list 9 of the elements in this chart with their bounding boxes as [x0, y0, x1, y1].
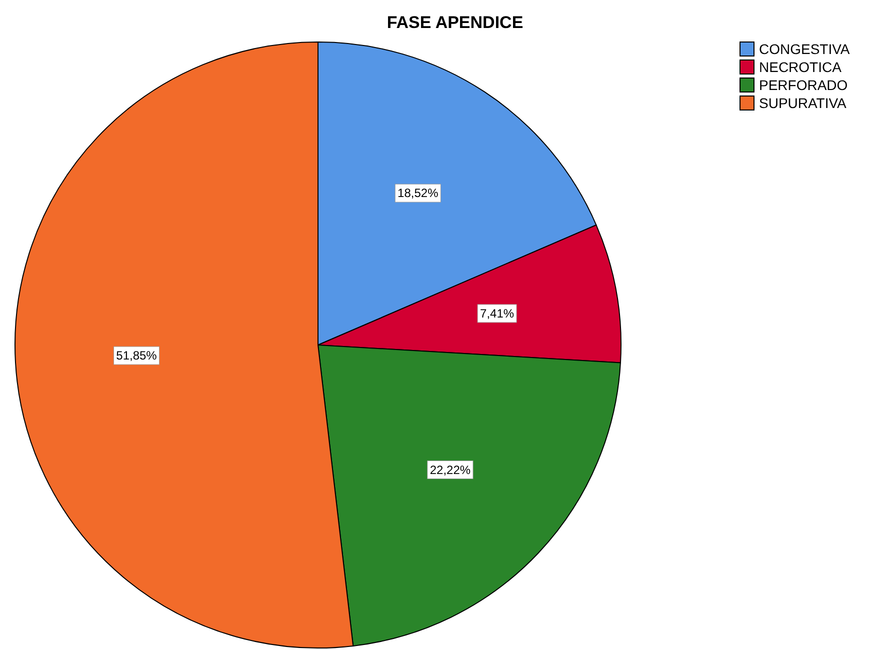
data-label: 18,52%	[398, 186, 439, 200]
data-label: 51,85%	[116, 348, 158, 363]
chart-title: FASE APENDICE	[386, 13, 524, 32]
data-label: 22,22%	[430, 462, 471, 477]
legend-label: NECROTICA	[759, 59, 842, 75]
legend-label: SUPURATIVA	[759, 95, 848, 111]
legend-label: PERFORADO	[759, 77, 848, 93]
data-label: 7,41%	[480, 306, 514, 320]
legend-label: CONGESTIVA	[759, 41, 850, 57]
